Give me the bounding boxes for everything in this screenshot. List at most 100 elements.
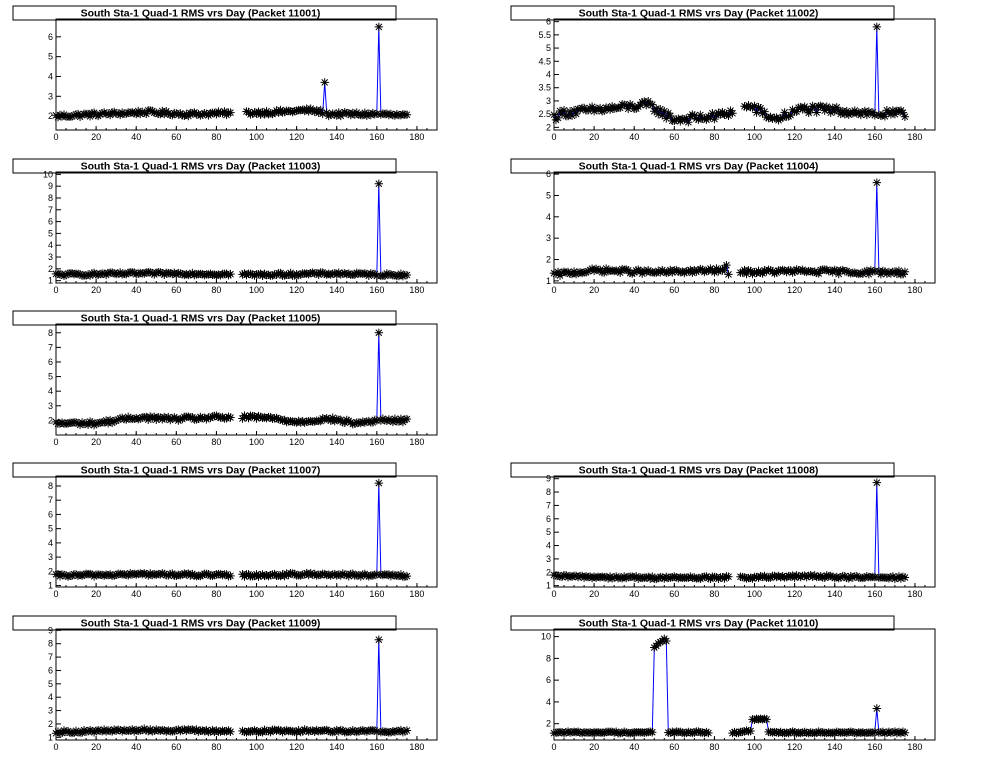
data-point xyxy=(200,270,209,280)
series-line xyxy=(242,183,407,278)
x-tick-label: 80 xyxy=(211,589,221,599)
x-tick-label: 120 xyxy=(289,589,304,599)
data-point xyxy=(290,106,299,116)
data-point xyxy=(712,264,721,273)
data-point xyxy=(85,569,95,579)
data-point xyxy=(832,103,841,112)
y-tick-label: 4 xyxy=(48,71,53,81)
data-point xyxy=(872,178,882,187)
data-point xyxy=(374,179,384,189)
x-tick-label: 140 xyxy=(329,285,344,295)
data-point xyxy=(324,111,333,121)
x-tick-label: 120 xyxy=(787,589,802,599)
y-tick-label: 5 xyxy=(546,190,551,200)
data-point xyxy=(710,268,719,277)
y-tick-label: 3 xyxy=(546,233,551,243)
data-point xyxy=(750,268,759,277)
data-point xyxy=(296,571,305,580)
data-point xyxy=(304,727,313,736)
data-point xyxy=(178,111,187,120)
x-tick-label: 180 xyxy=(907,132,922,142)
x-tick-label: 0 xyxy=(551,285,556,295)
data-point xyxy=(67,269,77,278)
data-point xyxy=(322,414,331,423)
data-point xyxy=(710,114,719,124)
x-tick-label: 100 xyxy=(249,589,264,599)
data-point xyxy=(830,265,839,275)
x-tick-label: 140 xyxy=(329,437,344,447)
data-point xyxy=(328,727,337,737)
data-point xyxy=(130,109,139,118)
data-point xyxy=(354,727,363,736)
data-point xyxy=(840,109,849,119)
data-point xyxy=(846,727,855,736)
data-point xyxy=(802,572,811,582)
data-point xyxy=(878,266,888,276)
data-point xyxy=(702,115,711,124)
chart-title-box xyxy=(12,462,397,478)
y-tick-label: 5 xyxy=(48,228,53,238)
y-tick-label: 4 xyxy=(48,240,53,250)
data-point xyxy=(680,115,689,124)
data-point xyxy=(804,571,813,581)
data-point xyxy=(768,114,777,124)
data-point xyxy=(581,268,591,277)
chart-title: South Sta-1 Quad-1 RMS vrs Day (Packet 1… xyxy=(579,465,819,477)
y-tick-label: 5 xyxy=(48,372,53,382)
data-point xyxy=(282,417,291,427)
data-point xyxy=(338,418,347,427)
data-point xyxy=(274,725,283,735)
data-point xyxy=(208,412,217,421)
x-tick-label: 40 xyxy=(629,132,639,142)
data-point xyxy=(716,265,725,275)
data-point xyxy=(238,270,247,279)
y-tick-label: 6 xyxy=(48,357,53,367)
data-point xyxy=(744,266,753,275)
x-tick-label: 140 xyxy=(827,132,842,142)
data-point xyxy=(900,112,910,121)
data-point xyxy=(140,269,149,278)
data-point xyxy=(762,715,771,724)
y-tick-label: 4 xyxy=(546,70,551,80)
data-point xyxy=(752,572,761,582)
data-point xyxy=(872,22,882,32)
data-point xyxy=(117,108,127,117)
data-point xyxy=(254,107,263,116)
data-point xyxy=(802,105,811,114)
data-point xyxy=(822,571,831,580)
x-tick-label: 100 xyxy=(249,132,264,142)
y-tick-label: 7 xyxy=(48,495,53,505)
x-tick-label: 40 xyxy=(131,132,141,142)
data-point xyxy=(682,114,691,123)
data-point xyxy=(868,108,878,117)
data-point xyxy=(605,105,615,114)
data-point xyxy=(156,268,165,277)
data-point xyxy=(134,106,143,116)
x-tick-label: 120 xyxy=(289,285,304,295)
data-point xyxy=(792,107,801,116)
data-point xyxy=(322,108,331,117)
data-point xyxy=(95,110,105,119)
data-point xyxy=(646,727,655,736)
data-point xyxy=(810,267,819,276)
data-point xyxy=(334,570,343,579)
data-point xyxy=(804,108,813,118)
data-point xyxy=(722,260,731,270)
data-point xyxy=(260,269,269,279)
data-point xyxy=(764,265,773,275)
data-point xyxy=(862,110,872,120)
data-point xyxy=(278,727,287,737)
data-point xyxy=(324,726,333,736)
data-point xyxy=(662,572,671,582)
data-point xyxy=(224,412,233,421)
x-tick-label: 20 xyxy=(91,742,101,752)
x-tick-label: 100 xyxy=(249,742,264,752)
data-point xyxy=(559,106,569,115)
chart-title-box xyxy=(12,5,397,21)
data-point xyxy=(718,573,727,582)
data-point xyxy=(587,728,597,738)
data-point xyxy=(561,268,571,277)
data-point xyxy=(846,108,855,117)
x-tick-label: 140 xyxy=(827,285,842,295)
data-point xyxy=(549,570,559,580)
